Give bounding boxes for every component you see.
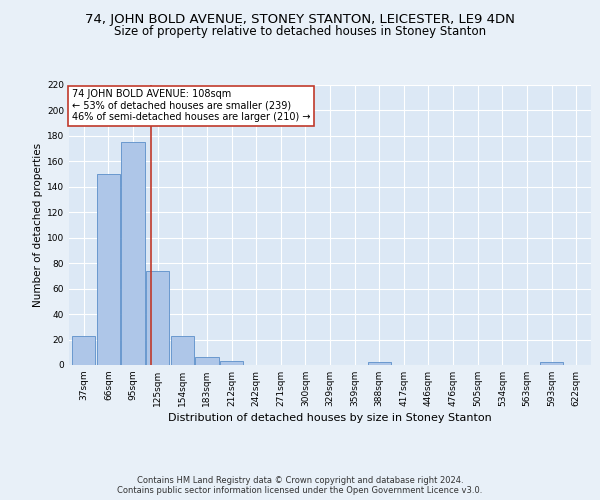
Bar xyxy=(540,362,563,365)
Text: Contains public sector information licensed under the Open Government Licence v3: Contains public sector information licen… xyxy=(118,486,482,495)
Y-axis label: Number of detached properties: Number of detached properties xyxy=(33,143,43,307)
Text: 74 JOHN BOLD AVENUE: 108sqm
← 53% of detached houses are smaller (239)
46% of se: 74 JOHN BOLD AVENUE: 108sqm ← 53% of det… xyxy=(71,89,310,122)
Bar xyxy=(97,174,120,365)
Bar xyxy=(220,361,243,365)
Text: Contains HM Land Registry data © Crown copyright and database right 2024.: Contains HM Land Registry data © Crown c… xyxy=(137,476,463,485)
Bar xyxy=(195,358,218,365)
Bar xyxy=(121,142,145,365)
Bar xyxy=(170,336,194,365)
Bar xyxy=(146,271,169,365)
Text: Size of property relative to detached houses in Stoney Stanton: Size of property relative to detached ho… xyxy=(114,25,486,38)
Text: 74, JOHN BOLD AVENUE, STONEY STANTON, LEICESTER, LE9 4DN: 74, JOHN BOLD AVENUE, STONEY STANTON, LE… xyxy=(85,12,515,26)
Bar xyxy=(72,336,95,365)
X-axis label: Distribution of detached houses by size in Stoney Stanton: Distribution of detached houses by size … xyxy=(168,413,492,423)
Bar xyxy=(368,362,391,365)
